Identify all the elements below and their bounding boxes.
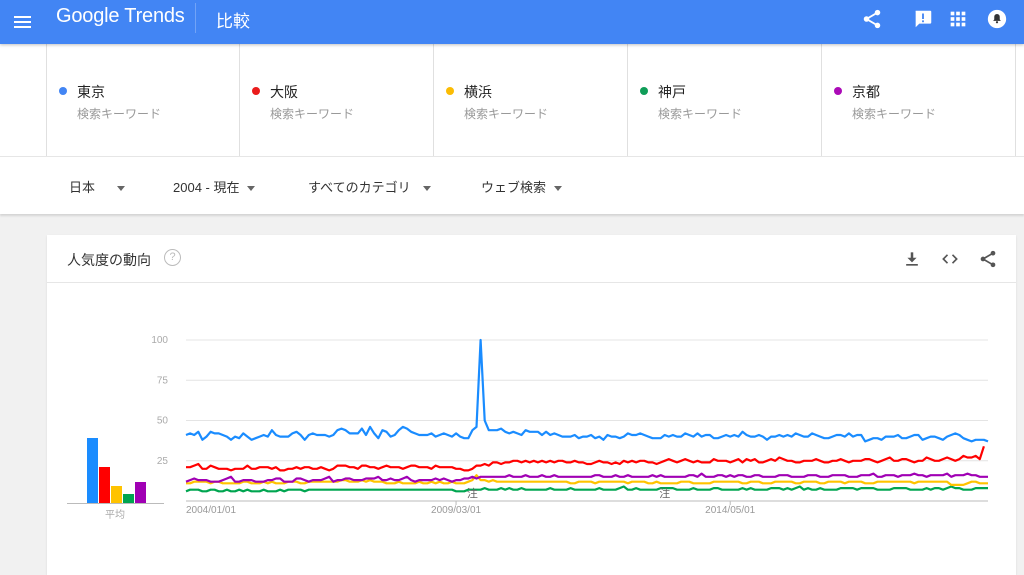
term-name: 東京 [77,84,105,100]
search-term-kyoto[interactable]: 京都 検索キーワード [822,44,1016,156]
chevron-down-icon [554,186,563,192]
top-app-bar: Google Trends 比較 [0,0,1024,44]
apps-grid-icon[interactable] [947,8,969,30]
category-label: すべてのカテゴリ [308,180,411,195]
search-term-osaka[interactable]: 大阪 検索キーワード [240,44,434,156]
search-term-yokohama[interactable]: 横浜 検索キーワード [434,44,628,156]
average-bar-chart: 平均 [67,385,167,525]
interest-over-time-card: 人気度の動向 ? 平均 25 50 75 100 2004/01/01 2009/03/0… [47,235,1016,575]
download-icon[interactable] [902,249,922,269]
category-dropdown[interactable]: すべてのカテゴリ [308,177,431,196]
x-tick-label: 2004/01/01 [186,505,236,516]
page-title: 比較 [216,12,250,31]
time-range-label: 2004 - 現在 [173,180,240,195]
x-tick-label: 2014/05/01 [705,505,755,516]
term-name: 神戸 [658,84,686,100]
series-line-京都[interactable] [185,472,988,483]
term-name: 京都 [852,84,880,100]
average-bar-tokyo[interactable] [87,438,98,503]
note-annotation[interactable]: 注 [659,486,670,500]
term-name: 横浜 [464,84,492,100]
term-color-dot [834,87,842,95]
term-type: 検索キーワード [658,107,743,121]
series-line-大阪[interactable] [186,445,985,472]
feedback-icon[interactable] [912,8,934,30]
share-icon[interactable] [861,8,883,30]
chevron-down-icon [247,186,256,192]
search-type-label: ウェブ検索 [481,180,547,195]
term-type: 検索キーワード [270,107,355,121]
term-type: 検索キーワード [852,107,937,121]
notifications-icon[interactable] [986,8,1008,30]
search-type-dropdown[interactable]: ウェブ検索 [481,177,563,196]
term-type: 検索キーワード [464,107,549,121]
term-type: 検索キーワード [77,107,162,121]
search-terms-bar: 東京 検索キーワード 大阪 検索キーワード 横浜 検索キーワード 神戸 検索キー… [0,44,1024,156]
average-axis [67,503,164,504]
header-divider [195,3,196,33]
logo-trends-text: Trends [124,5,185,27]
time-range-dropdown[interactable]: 2004 - 現在 [173,177,256,196]
average-bar-kobe[interactable] [123,494,134,503]
region-label: 日本 [69,180,96,195]
logo-google-text: Google [56,5,120,27]
filters-bar: 日本 2004 - 現在 すべてのカテゴリ ウェブ検索 [0,156,1024,214]
term-color-dot [446,87,454,95]
y-tick-label: 50 [157,416,169,427]
card-header: 人気度の動向 ? [47,235,1016,283]
chevron-down-icon [422,186,431,192]
average-bar-kyoto[interactable] [135,482,146,503]
interest-line-chart[interactable]: 25 50 75 100 2004/01/01 2009/03/01 2014/05/01 注… [47,235,1016,575]
average-label: 平均 [105,510,125,521]
x-tick-label: 2009/03/01 [431,505,481,516]
series-line-横浜[interactable] [186,474,988,486]
series-line-神戸[interactable] [185,485,988,493]
y-tick-label: 25 [157,456,169,467]
region-dropdown[interactable]: 日本 [69,177,126,196]
term-color-dot [252,87,260,95]
search-term-kobe[interactable]: 神戸 検索キーワード [628,44,822,156]
term-name: 大阪 [270,84,298,100]
hamburger-menu-icon[interactable] [12,11,34,33]
help-icon[interactable]: ? [164,249,181,266]
term-color-dot [640,87,648,95]
chevron-down-icon [117,186,126,192]
note-annotation[interactable]: 注 [467,486,478,500]
google-trends-logo[interactable]: Google Trends [56,5,185,28]
term-color-dot [59,87,67,95]
embed-code-icon[interactable] [940,249,960,269]
average-bar-osaka[interactable] [99,467,110,503]
average-bar-yokohama[interactable] [111,486,122,503]
share-icon[interactable] [978,249,998,269]
y-tick-label: 75 [157,375,169,386]
y-tick-label: 100 [151,335,168,346]
search-term-tokyo[interactable]: 東京 検索キーワード [46,44,240,156]
card-title: 人気度の動向 [67,252,151,268]
series-line-東京[interactable] [185,338,989,443]
